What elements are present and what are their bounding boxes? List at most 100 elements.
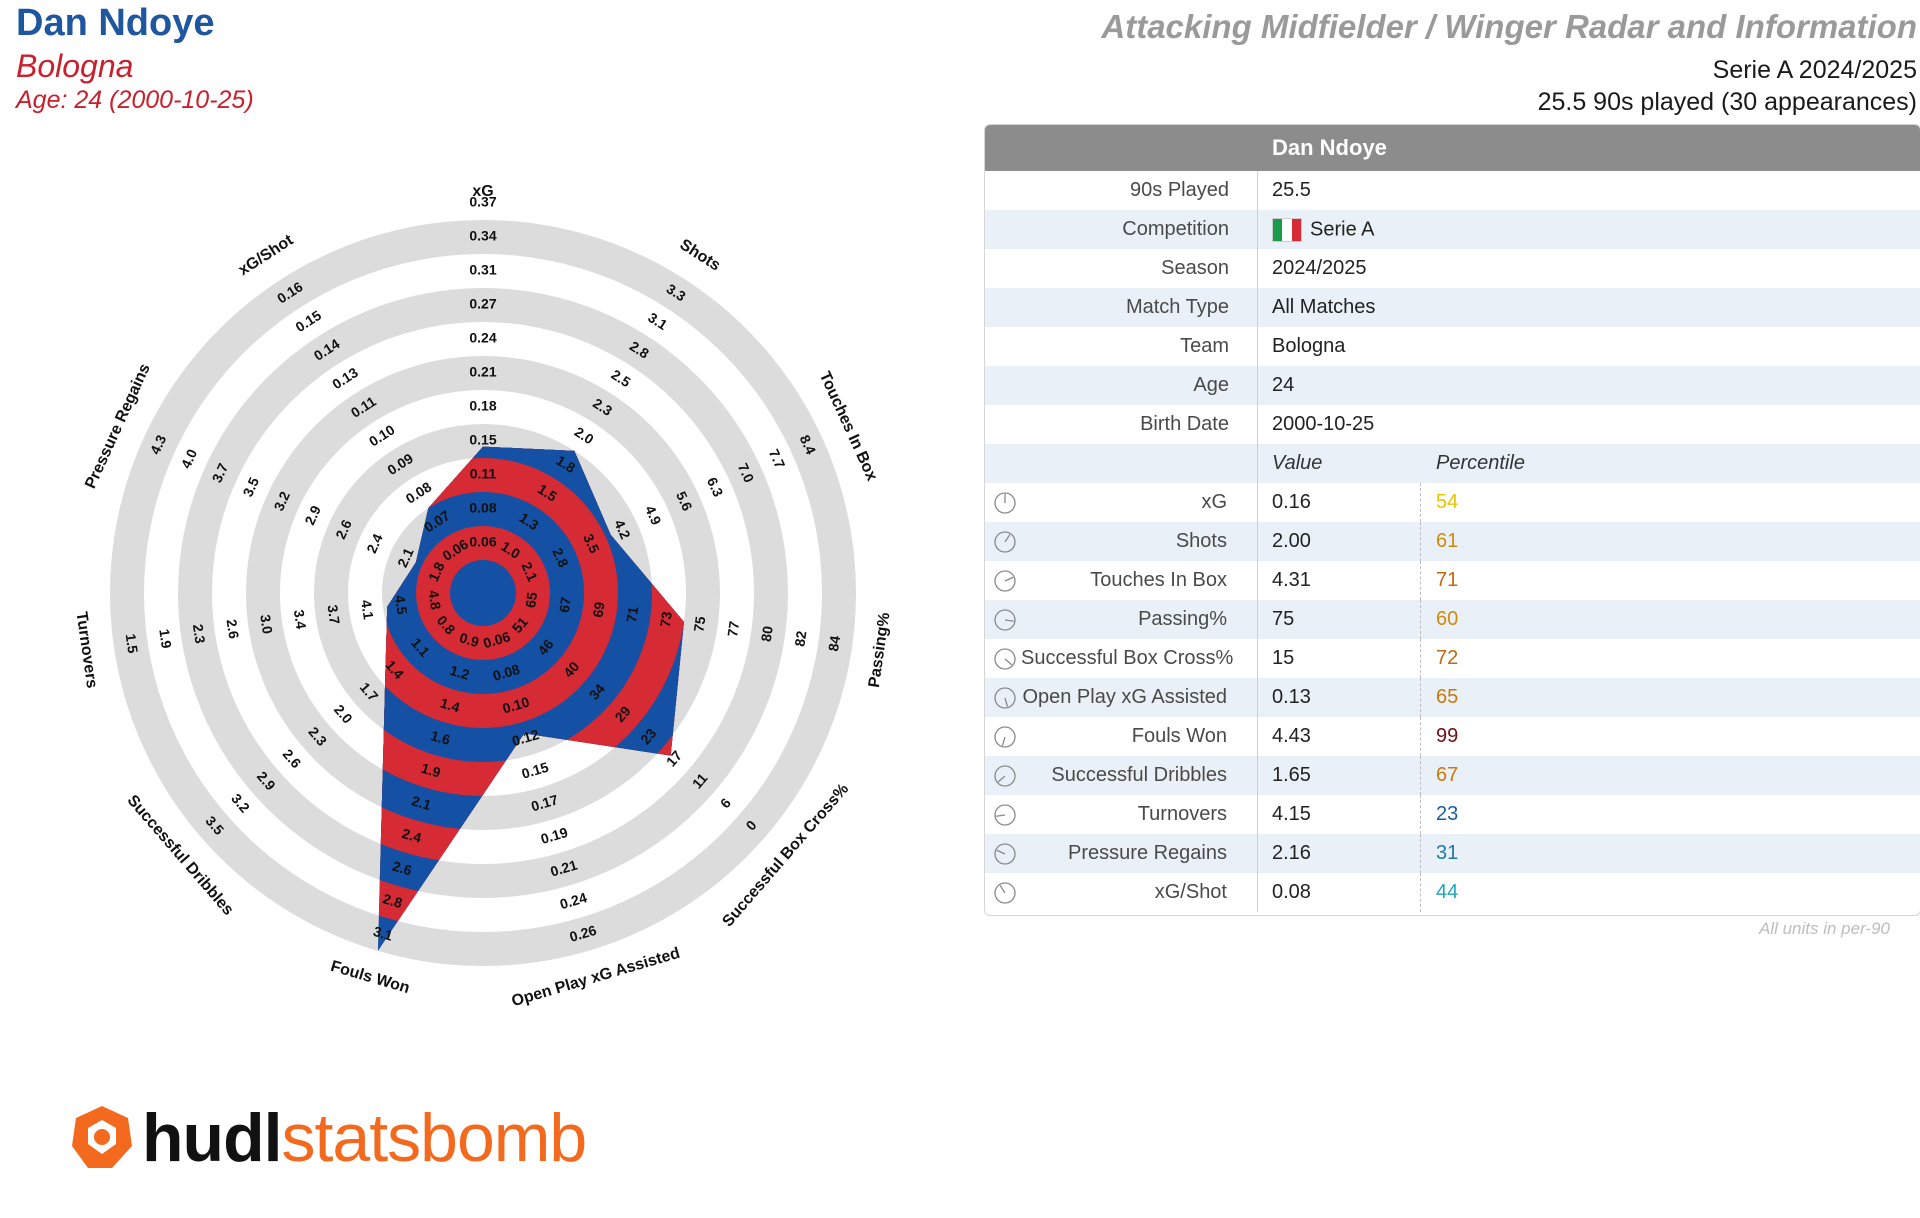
radar-tick-label: 0.19 xyxy=(539,824,570,847)
percentile-separator xyxy=(1420,873,1421,912)
radar-tick-label: 4.1 xyxy=(358,599,377,621)
info-row: Season 2024/2025 xyxy=(985,249,1920,288)
radar-tick-label: 0.18 xyxy=(469,398,496,414)
info-row: 90s Played 25.5 xyxy=(985,171,1920,210)
info-label: Team xyxy=(1180,335,1229,357)
player-age: Age: 24 (2000-10-25) xyxy=(16,86,254,114)
info-value: All Matches xyxy=(1272,296,1375,319)
radar-tick-label: 0.06 xyxy=(481,628,512,651)
value-column-header: Value xyxy=(1272,452,1323,474)
radar-axis-label: xG xyxy=(472,183,493,200)
column-separator xyxy=(1257,873,1258,912)
radar-tick-label: 73 xyxy=(657,610,675,628)
radar-tick-label: 82 xyxy=(791,630,809,648)
report-title: Attacking Midfielder / Winger Radar and … xyxy=(1101,8,1917,45)
radar-tick-label: 2.8 xyxy=(549,545,572,570)
percentile-gauge-icon xyxy=(994,882,1016,904)
info-value: Bologna xyxy=(1272,335,1345,358)
column-separator xyxy=(1257,678,1258,717)
radar-tick-label: 2.4 xyxy=(363,531,386,556)
metric-label: xG xyxy=(1201,491,1227,513)
radar-tick-label: 2.9 xyxy=(301,503,324,528)
percentile-separator xyxy=(1420,795,1421,834)
radar-tick-label: 0.08 xyxy=(469,500,496,516)
percentile-column-header: Percentile xyxy=(1436,452,1525,474)
radar-tick-label: 2.3 xyxy=(190,623,209,645)
column-separator xyxy=(1257,756,1258,795)
metric-row: xG 0.16 54 xyxy=(985,483,1920,522)
radar-tick-label: 1.4 xyxy=(439,695,462,716)
info-row: Match Type All Matches xyxy=(985,288,1920,327)
metric-label: Touches In Box xyxy=(1090,569,1227,591)
metric-value: 2.00 xyxy=(1272,530,1311,552)
metric-value: 4.31 xyxy=(1272,569,1311,591)
metric-row: Successful Dribbles 1.65 67 xyxy=(985,756,1920,795)
info-value: 2000-10-25 xyxy=(1272,413,1374,436)
radar-tick-label: 2.6 xyxy=(224,618,243,640)
info-value: 25.5 xyxy=(1272,179,1311,202)
radar-axis-label: Fouls Won xyxy=(329,958,412,997)
metric-label: Open Play xG Assisted xyxy=(1022,686,1227,708)
radar-tick-label: 3.4 xyxy=(291,609,310,631)
info-value-text: 2000-10-25 xyxy=(1272,413,1375,435)
radar-axis-label: xG/Shot xyxy=(236,231,297,279)
radar-tick-label: 0.26 xyxy=(568,922,599,945)
statsbomb-logo-icon xyxy=(72,1106,132,1168)
info-row: Age 24 xyxy=(985,366,1920,405)
radar-tick-label: 2.1 xyxy=(394,545,417,570)
percentile-separator xyxy=(1420,483,1421,522)
radar-tick-label: 67 xyxy=(556,596,574,614)
info-value: 2024/2025 xyxy=(1272,257,1367,280)
percentile-separator xyxy=(1420,756,1421,795)
radar-tick-label: 0.31 xyxy=(469,262,496,278)
radar-tick-label: 77 xyxy=(724,620,742,638)
radar-tick-label: 1.9 xyxy=(419,760,442,781)
radar-tick-label: 4.0 xyxy=(178,446,201,471)
column-separator xyxy=(1257,249,1258,288)
metric-percentile: 54 xyxy=(1436,491,1459,513)
info-value-text: 2024/2025 xyxy=(1272,257,1367,279)
percentile-separator xyxy=(1420,678,1421,717)
player-name: Dan Ndoye xyxy=(16,2,215,44)
percentile-gauge-icon xyxy=(994,648,1016,670)
metric-percentile: 44 xyxy=(1436,881,1459,903)
radar-axis-label: Shots xyxy=(677,236,724,274)
column-separator xyxy=(1257,834,1258,873)
metric-value: 0.13 xyxy=(1272,686,1311,708)
info-value: 24 xyxy=(1272,374,1294,397)
info-value-text: All Matches xyxy=(1272,296,1376,318)
metric-label: Successful Box Cross% xyxy=(1021,647,1234,669)
percentile-separator xyxy=(1420,834,1421,873)
percentile-gauge-icon xyxy=(994,531,1016,553)
column-separator xyxy=(1257,795,1258,834)
metric-value: 0.16 xyxy=(1272,491,1311,513)
radar-tick-label: 3.7 xyxy=(209,460,232,485)
radar-tick-label: 0.34 xyxy=(469,228,496,244)
percentile-separator xyxy=(1420,600,1421,639)
brand-statsbomb-text: statsbomb xyxy=(281,1100,588,1176)
radar-tick-label: 80 xyxy=(758,625,776,643)
player-team: Bologna xyxy=(16,48,134,84)
metric-percentile: 23 xyxy=(1436,803,1459,825)
radar-tick-label: 4.9 xyxy=(642,503,665,528)
radar-tick-label: 1.5 xyxy=(123,633,142,655)
percentile-gauge-icon xyxy=(994,570,1016,592)
info-value-text: 24 xyxy=(1272,374,1295,396)
column-separator xyxy=(1257,288,1258,327)
radar-tick-label: 0.24 xyxy=(558,889,589,912)
metric-row: Successful Box Cross% 15 72 xyxy=(985,639,1920,678)
info-value-text: Bologna xyxy=(1272,335,1346,357)
radar-tick-label: 0.9 xyxy=(458,629,481,650)
info-value-text: Serie A xyxy=(1310,217,1375,240)
radar-tick-label: 84 xyxy=(825,634,843,652)
info-value-text: 25.5 xyxy=(1272,179,1311,201)
radar-tick-label: 4.5 xyxy=(392,594,411,616)
info-label: Age xyxy=(1193,374,1229,396)
radar-tick-label: 2.8 xyxy=(381,890,404,911)
radar-tick-label: 2.1 xyxy=(410,792,433,813)
radar-tick-label: 0.15 xyxy=(520,759,551,782)
radar-tick-label: 1.2 xyxy=(448,662,471,683)
column-separator xyxy=(1257,405,1258,444)
radar-tick-label: 2.6 xyxy=(332,517,355,542)
radar-tick-label: 1.6 xyxy=(429,727,452,748)
